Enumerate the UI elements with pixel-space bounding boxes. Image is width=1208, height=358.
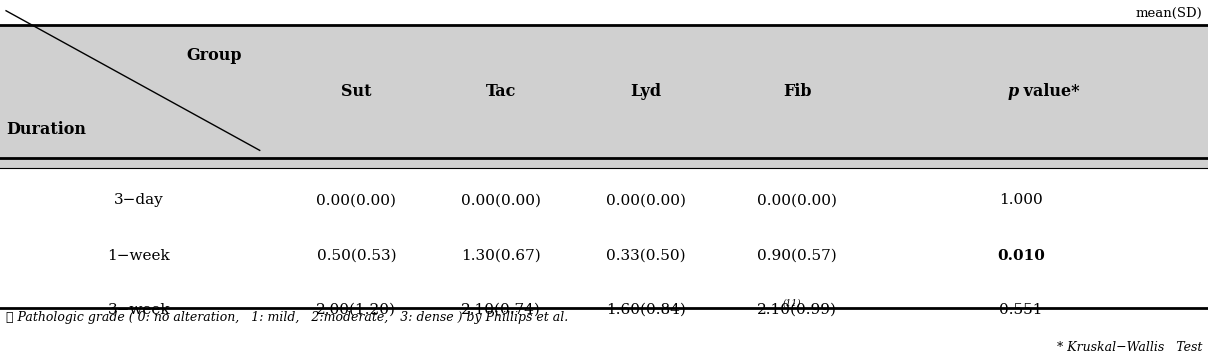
Text: Group: Group bbox=[186, 47, 242, 63]
Text: 0.00(0.00): 0.00(0.00) bbox=[606, 193, 686, 208]
Text: 0.551: 0.551 bbox=[999, 303, 1043, 317]
Text: 2.10(0.74): 2.10(0.74) bbox=[461, 303, 541, 317]
Text: 1.000: 1.000 bbox=[999, 193, 1043, 208]
Text: * Kruskal−Wallis   Test: * Kruskal−Wallis Test bbox=[1057, 342, 1202, 354]
Text: ※ Pathologic grade ( 0: no alteration,   1: mild,   2:moderate,   3: dense ) by : ※ Pathologic grade ( 0: no alteration, 1… bbox=[6, 311, 568, 324]
Text: 1.30(0.67): 1.30(0.67) bbox=[461, 249, 541, 263]
Text: 0.00(0.00): 0.00(0.00) bbox=[757, 193, 837, 208]
Text: 0.010: 0.010 bbox=[997, 249, 1045, 263]
Text: (11): (11) bbox=[783, 299, 801, 308]
Text: 0.00(0.00): 0.00(0.00) bbox=[316, 193, 396, 208]
Text: 0.90(0.57): 0.90(0.57) bbox=[757, 249, 837, 263]
Text: Sut: Sut bbox=[341, 83, 372, 100]
Text: 1.60(0.84): 1.60(0.84) bbox=[606, 303, 686, 317]
Text: Fib: Fib bbox=[783, 83, 812, 100]
Text: mean(SD): mean(SD) bbox=[1136, 7, 1202, 20]
Text: p: p bbox=[1007, 83, 1018, 100]
Text: value*: value* bbox=[1018, 83, 1080, 100]
Bar bbox=[0, 25, 1208, 168]
Text: 2.10(0.99): 2.10(0.99) bbox=[757, 303, 837, 317]
Text: 0.33(0.50): 0.33(0.50) bbox=[606, 249, 686, 263]
Text: 1−week: 1−week bbox=[108, 249, 170, 263]
Text: 0.00(0.00): 0.00(0.00) bbox=[461, 193, 541, 208]
Text: 3−week: 3−week bbox=[108, 303, 170, 317]
Text: 2.00(1.20): 2.00(1.20) bbox=[316, 303, 396, 317]
Text: Tac: Tac bbox=[486, 83, 517, 100]
Text: 3−day: 3−day bbox=[114, 193, 164, 208]
Text: Duration: Duration bbox=[6, 121, 86, 138]
Text: 0.50(0.53): 0.50(0.53) bbox=[316, 249, 396, 263]
Text: Lyd: Lyd bbox=[631, 83, 662, 100]
